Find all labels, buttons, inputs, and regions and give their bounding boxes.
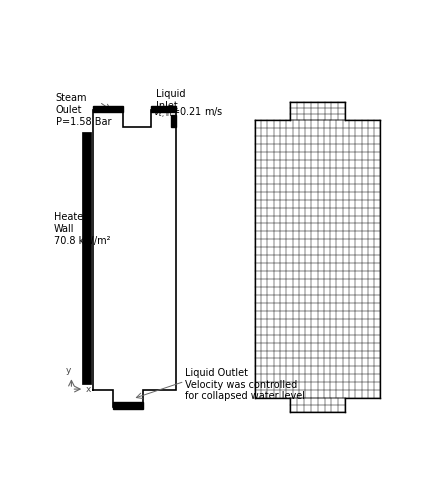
Bar bbox=[92, 106, 123, 112]
Text: Liquid
Inlet: Liquid Inlet bbox=[156, 89, 186, 110]
Bar bbox=[151, 106, 176, 112]
Bar bbox=[113, 402, 143, 408]
Text: $v_{\ell,\mathrm{in}}$=0.21 m/s: $v_{\ell,\mathrm{in}}$=0.21 m/s bbox=[153, 106, 223, 122]
Text: y: y bbox=[66, 366, 71, 375]
Bar bbox=[171, 115, 176, 127]
Text: Liquid Outlet
Velocity was controlled
for collapsed water level: Liquid Outlet Velocity was controlled fo… bbox=[184, 368, 305, 401]
Text: Heated
Wall
70.8 kW/m²: Heated Wall 70.8 kW/m² bbox=[54, 212, 111, 246]
Text: Steam
Oulet
P=1.58 Bar: Steam Oulet P=1.58 Bar bbox=[56, 94, 111, 126]
Text: x: x bbox=[86, 384, 92, 394]
